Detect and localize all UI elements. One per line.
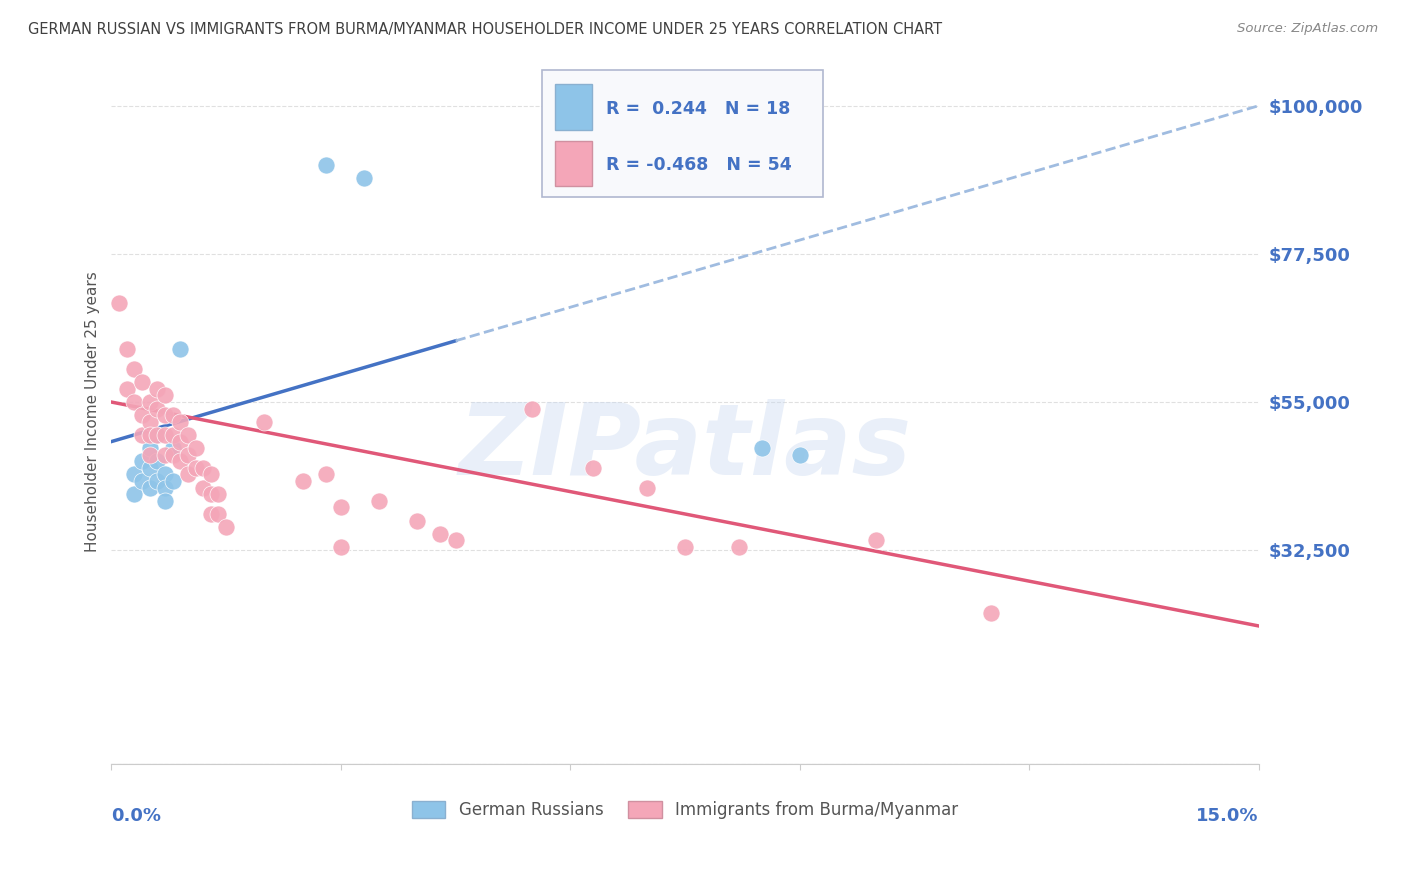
Point	[789, 448, 811, 462]
Point	[138, 461, 160, 475]
Point	[184, 461, 207, 475]
Point	[162, 409, 184, 423]
Text: GERMAN RUSSIAN VS IMMIGRANTS FROM BURMA/MYANMAR HOUSEHOLDER INCOME UNDER 25 YEAR: GERMAN RUSSIAN VS IMMIGRANTS FROM BURMA/…	[28, 22, 942, 37]
Point	[200, 467, 222, 482]
Point	[153, 448, 176, 462]
Point	[329, 500, 352, 515]
Point	[153, 493, 176, 508]
Point	[184, 441, 207, 455]
Point	[146, 428, 169, 442]
Point	[153, 388, 176, 402]
Point	[207, 487, 229, 501]
Point	[315, 158, 337, 172]
Point	[200, 507, 222, 521]
Text: 0.0%: 0.0%	[111, 806, 162, 824]
Point	[169, 415, 191, 429]
Point	[429, 526, 451, 541]
Point	[207, 507, 229, 521]
Point	[138, 448, 160, 462]
Point	[162, 448, 184, 462]
Point	[162, 474, 184, 488]
Point	[193, 461, 215, 475]
Point	[146, 454, 169, 468]
Bar	[555, 84, 592, 130]
Point	[124, 395, 146, 409]
Point	[215, 520, 238, 534]
Point	[124, 362, 146, 376]
Point	[200, 487, 222, 501]
Point	[131, 474, 153, 488]
Point	[177, 428, 200, 442]
Point	[727, 540, 749, 554]
Point	[124, 467, 146, 482]
Point	[169, 454, 191, 468]
FancyBboxPatch shape	[541, 70, 823, 197]
Point	[315, 467, 337, 482]
Point	[253, 415, 276, 429]
Point	[329, 540, 352, 554]
Point	[169, 343, 191, 357]
Point	[124, 487, 146, 501]
Point	[353, 171, 375, 186]
Point	[115, 343, 138, 357]
Text: Source: ZipAtlas.com: Source: ZipAtlas.com	[1237, 22, 1378, 36]
Point	[406, 514, 429, 528]
Point	[131, 454, 153, 468]
Point	[115, 382, 138, 396]
Text: R = -0.468   N = 54: R = -0.468 N = 54	[606, 156, 792, 174]
Point	[162, 428, 184, 442]
Point	[520, 401, 543, 416]
Point	[146, 474, 169, 488]
Point	[138, 395, 160, 409]
Point	[153, 409, 176, 423]
Point	[131, 409, 153, 423]
Point	[193, 481, 215, 495]
Point	[865, 533, 887, 548]
Text: R =  0.244   N = 18: R = 0.244 N = 18	[606, 100, 790, 118]
Text: ZIPatlas: ZIPatlas	[458, 399, 911, 496]
Point	[177, 467, 200, 482]
Point	[980, 606, 1002, 620]
Point	[138, 481, 160, 495]
Point	[138, 441, 160, 455]
Point	[751, 441, 773, 455]
Point	[444, 533, 467, 548]
Point	[146, 382, 169, 396]
Point	[636, 481, 658, 495]
Point	[138, 415, 160, 429]
Point	[146, 401, 169, 416]
Point	[291, 474, 314, 488]
Point	[153, 481, 176, 495]
Point	[162, 441, 184, 455]
Point	[582, 461, 605, 475]
Point	[673, 540, 696, 554]
Point	[153, 428, 176, 442]
Point	[108, 296, 131, 310]
Point	[146, 428, 169, 442]
Point	[138, 428, 160, 442]
Y-axis label: Householder Income Under 25 years: Householder Income Under 25 years	[86, 271, 100, 552]
Point	[131, 428, 153, 442]
Point	[169, 434, 191, 449]
Point	[131, 376, 153, 390]
Point	[177, 448, 200, 462]
Point	[153, 467, 176, 482]
Bar	[555, 141, 592, 186]
Text: 15.0%: 15.0%	[1197, 806, 1258, 824]
Legend: German Russians, Immigrants from Burma/Myanmar: German Russians, Immigrants from Burma/M…	[412, 801, 959, 820]
Point	[368, 493, 391, 508]
